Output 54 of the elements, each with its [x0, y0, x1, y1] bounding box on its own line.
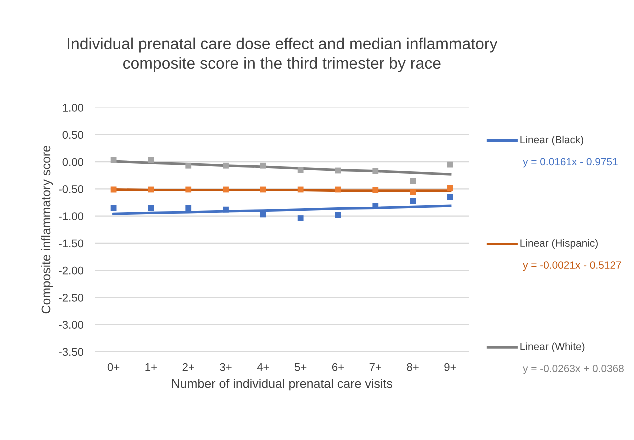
x-tick-label: 8+ [407, 363, 419, 372]
legend-label: Linear (White) [520, 342, 585, 352]
point [448, 194, 454, 200]
point [186, 162, 192, 169]
x-tick-label: 6+ [332, 363, 344, 372]
x-tick-label: 9+ [444, 363, 456, 372]
point [410, 178, 416, 184]
point [260, 162, 266, 169]
x-tick-label: 0+ [108, 363, 120, 372]
y-tick-label: -1.00 [59, 212, 84, 220]
y-tick-label: -2.50 [59, 294, 84, 302]
y-tick-label: 0.50 [62, 131, 84, 140]
x-tick-label: 3+ [220, 363, 232, 372]
chart-title: Individual prenatal care dose effect and median inflammatory composite score in the third trimester by race [68, 38, 498, 72]
point [223, 186, 229, 193]
legend-label: Linear (Hispanic) [520, 239, 598, 250]
x-tick-label: 2+ [182, 363, 194, 372]
point [223, 206, 229, 213]
text: y = -0.0263x + 0.0368 [523, 365, 624, 374]
point [223, 162, 229, 169]
point [448, 185, 454, 192]
point [372, 187, 379, 194]
point [110, 157, 117, 164]
y-axis-title: Composite inflammatory score [41, 146, 54, 314]
y-tick-label: -3.50 [59, 348, 84, 356]
point [298, 186, 304, 193]
point [448, 162, 454, 168]
y-tick-label: -2.00 [59, 266, 84, 275]
x-tick-label: 7+ [370, 364, 382, 372]
y-tick-label: 1.00 [63, 104, 84, 112]
y-tick-label: 0.00 [62, 158, 84, 166]
point [298, 216, 304, 222]
point [186, 205, 192, 212]
point [260, 186, 266, 193]
point [186, 186, 192, 193]
x-tick-label: 1+ [146, 364, 157, 372]
point [110, 205, 117, 212]
x-tick-label: 5+ [294, 364, 307, 372]
point [148, 157, 154, 164]
y-tick-label: -0.50 [59, 185, 84, 194]
y-tick-label: -3.00 [59, 321, 84, 329]
text: y = -0.0021x - 0.5127 [523, 262, 622, 272]
point [148, 205, 154, 212]
legend-label: Linear (Black) [520, 136, 584, 146]
y-tick-label: -1.50 [59, 240, 84, 248]
point [410, 190, 416, 196]
point [298, 167, 304, 174]
point [260, 212, 266, 218]
line-series [112, 204, 452, 216]
point [372, 168, 379, 174]
x-tick-label: 4+ [257, 364, 270, 372]
text: y = 0.0161x - 0.9751 [523, 158, 618, 168]
point [410, 198, 416, 204]
x-axis-title: Number of individual prenatal care visits [172, 379, 392, 391]
